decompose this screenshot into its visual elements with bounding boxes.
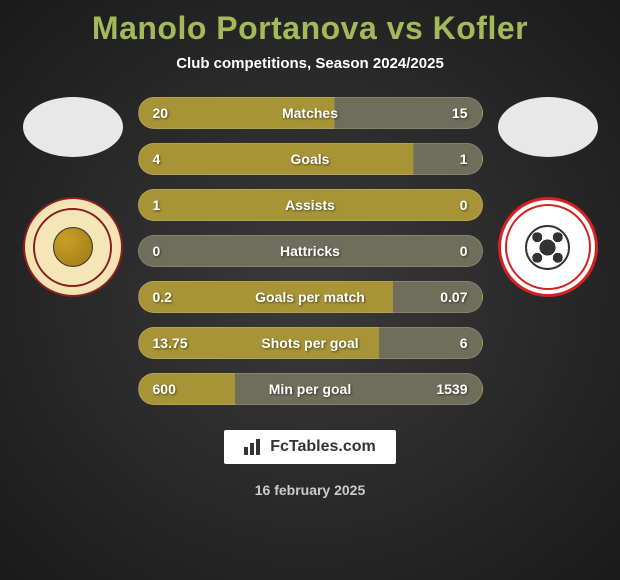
comparison-area: 20 Matches 15 4 Goals 1 1 Assists 0 0 Hattricks 0 0.… — [0, 97, 620, 405]
stat-label: Hattricks — [280, 243, 340, 259]
stat-left-value: 0 — [153, 243, 203, 259]
player-left-photo — [23, 97, 123, 157]
stat-label: Goals — [291, 151, 330, 167]
sudtirol-ball-icon — [525, 225, 570, 270]
stat-right-value: 1 — [418, 151, 468, 167]
stat-left-value: 4 — [153, 151, 203, 167]
stat-right-value: 15 — [418, 105, 468, 121]
club-badge-reggiana — [23, 197, 123, 297]
date-label: 16 february 2025 — [255, 482, 366, 498]
stat-row: 4 Goals 1 — [138, 143, 483, 175]
watermark-label: FcTables.com — [270, 438, 376, 456]
stat-row: 13.75 Shots per goal 6 — [138, 327, 483, 359]
club-badge-sudtirol — [498, 197, 598, 297]
stat-left-value: 0.2 — [153, 289, 203, 305]
page-subtitle: Club competitions, Season 2024/2025 — [176, 55, 444, 72]
stat-label: Min per goal — [269, 381, 351, 397]
stat-right-value: 0 — [418, 197, 468, 213]
stat-row: 600 Min per goal 1539 — [138, 373, 483, 405]
stats-column: 20 Matches 15 4 Goals 1 1 Assists 0 0 Hattricks 0 0.… — [138, 97, 483, 405]
stat-left-value: 1 — [153, 197, 203, 213]
player-left-column — [23, 97, 123, 297]
stat-left-value: 600 — [153, 381, 203, 397]
stat-right-value: 1539 — [418, 381, 468, 397]
chart-icon — [244, 439, 264, 455]
stat-left-value: 20 — [153, 105, 203, 121]
stat-right-value: 0 — [418, 243, 468, 259]
stat-label: Shots per goal — [261, 335, 358, 351]
stat-row: 1 Assists 0 — [138, 189, 483, 221]
player-right-column — [498, 97, 598, 297]
watermark[interactable]: FcTables.com — [224, 430, 396, 464]
reggiana-ball-icon — [53, 227, 93, 267]
stat-row: 0 Hattricks 0 — [138, 235, 483, 267]
stat-label: Assists — [285, 197, 335, 213]
stat-label: Matches — [282, 105, 338, 121]
stat-label: Goals per match — [255, 289, 365, 305]
player-right-photo — [498, 97, 598, 157]
stat-row: 0.2 Goals per match 0.07 — [138, 281, 483, 313]
page-title: Manolo Portanova vs Kofler — [92, 10, 528, 47]
stat-right-value: 0.07 — [418, 289, 468, 305]
stat-left-value: 13.75 — [153, 335, 203, 351]
stat-right-value: 6 — [418, 335, 468, 351]
stat-row: 20 Matches 15 — [138, 97, 483, 129]
